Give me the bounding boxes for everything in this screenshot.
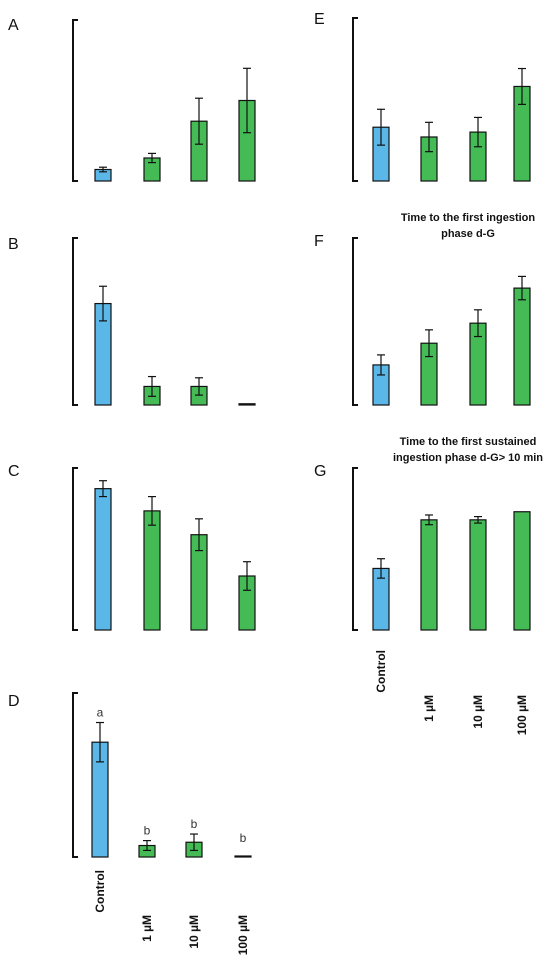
panel-c-label: C bbox=[8, 463, 20, 480]
panel-a-y-axis bbox=[72, 19, 78, 182]
panel-d-category-label: 10 µM bbox=[187, 915, 201, 949]
panel-g-category-label: Control bbox=[374, 650, 388, 693]
panel-e-label: E bbox=[314, 11, 325, 28]
panel-g-category-label: 1 µM bbox=[422, 695, 436, 722]
panel-c-y-axis bbox=[72, 467, 78, 631]
panel-g-title-line: ingestion phase d-G> 10 min bbox=[393, 452, 543, 464]
panel-d-sig-letter: b bbox=[144, 824, 151, 838]
panel-g-label: G bbox=[314, 463, 326, 480]
panel-d-category-label: Control bbox=[93, 870, 107, 913]
panel-g-category-label: 100 µM bbox=[515, 695, 529, 735]
panel-d-bar bbox=[234, 855, 252, 858]
panel-d-sig-letter: a bbox=[97, 706, 104, 720]
panel-d-y-axis bbox=[72, 692, 78, 858]
panel-d-category-label: 100 µM bbox=[236, 915, 250, 955]
panel-b-y-axis bbox=[72, 237, 78, 406]
panel-g-y-axis bbox=[352, 467, 358, 631]
panel-e-y-axis bbox=[352, 17, 358, 182]
panel-d-category-label: 1 µM bbox=[140, 915, 154, 942]
panel-f-label: F bbox=[314, 233, 324, 250]
panel-f-title-line: phase d-G bbox=[441, 228, 495, 240]
panel-b-label: B bbox=[8, 236, 19, 253]
panel-g-bar bbox=[513, 511, 531, 631]
panel-c-bar bbox=[94, 488, 112, 631]
panel-f-y-axis bbox=[352, 237, 358, 406]
panel-d-label: D bbox=[8, 693, 20, 710]
panel-a-label: A bbox=[8, 17, 19, 34]
panel-d-sig-letter: b bbox=[240, 831, 247, 845]
panel-b-bar bbox=[238, 403, 256, 406]
panel-c-bar bbox=[143, 510, 161, 631]
panel-f-bar bbox=[513, 287, 531, 406]
panel-d-sig-letter: b bbox=[191, 817, 198, 831]
panel-g-bar bbox=[469, 519, 487, 631]
panel-g-title-line: Time to the first sustained bbox=[400, 436, 537, 448]
panel-f-title-line: Time to the first ingestion bbox=[401, 212, 536, 224]
panel-g-bar bbox=[420, 519, 438, 631]
panel-g-category-label: 10 µM bbox=[471, 695, 485, 729]
